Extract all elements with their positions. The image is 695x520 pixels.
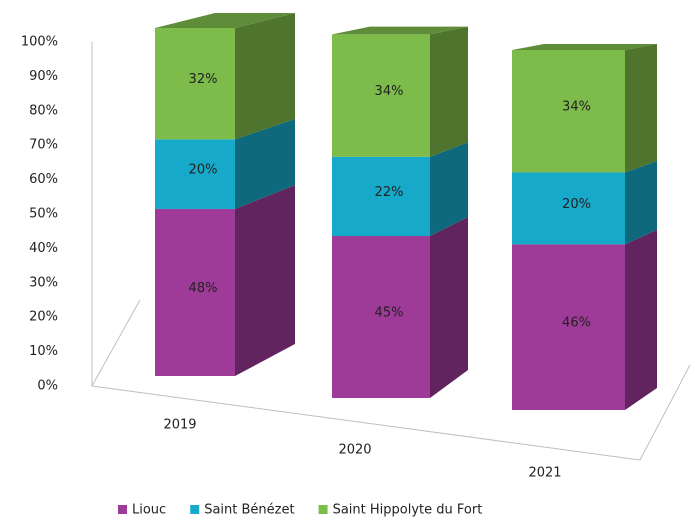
data-label: 20% [562,197,591,212]
y-tick-label: 10% [29,344,58,359]
y-tick-label: 70% [29,138,58,153]
bar-side [430,26,468,157]
bar-segment [332,142,468,236]
legend-swatch [318,505,328,514]
bar-side [430,142,468,236]
bar-top [332,26,468,35]
bar-front [332,34,430,157]
bar-segment [155,13,295,140]
y-tick-label: 50% [29,207,58,222]
bar-side [430,217,468,398]
data-label: 45% [375,306,404,321]
bar-side [625,160,657,245]
legend-label: Saint Bénézet [204,503,294,518]
bar-front [512,172,625,245]
x-tick-label: 2020 [338,443,371,458]
bar-segment [512,229,657,410]
bar-front [155,139,235,209]
bar-front [155,28,235,140]
bar-side [625,44,657,173]
y-tick-label: 30% [29,275,58,290]
data-label: 34% [562,100,591,115]
y-tick-label: 60% [29,172,58,187]
bar-side [235,185,295,376]
y-tick-label: 100% [21,35,58,50]
y-tick-label: 90% [29,69,58,84]
bar-segment [155,185,295,376]
data-label: 46% [562,316,591,331]
data-label: 20% [189,163,218,178]
axes-frame [91,42,691,461]
bar-side [235,13,295,140]
x-tick-label: 2021 [528,466,561,481]
legend-label: Saint Hippolyte du Fort [333,503,483,518]
bar-segment [332,26,468,157]
data-label: 34% [375,84,404,99]
legend-swatch [190,505,200,514]
floor-edge [91,364,691,461]
bar-front [155,208,235,376]
floor-edge [91,299,141,387]
y-tick-label: 20% [29,310,58,325]
bar-segment [512,160,657,245]
y-tick-label: 0% [37,379,58,394]
data-label: 22% [375,185,404,200]
y-tick-label: 40% [29,241,58,256]
bar-front [332,156,430,236]
bar-segment [512,44,657,173]
bar-top [512,44,657,50]
bar-side [235,118,295,209]
bar-front [512,50,625,173]
data-label: 32% [189,72,218,87]
bar-segment [332,217,468,398]
bar-segment [155,118,295,209]
bar-top [155,13,295,28]
legend-label: Liouc [132,503,166,518]
legend-swatch [118,505,127,514]
bar-front [332,236,430,398]
y-tick-label: 80% [29,103,58,118]
bar-side [625,229,657,410]
data-label: 48% [189,281,218,296]
x-tick-label: 2019 [163,418,196,433]
bar-front [512,244,625,410]
